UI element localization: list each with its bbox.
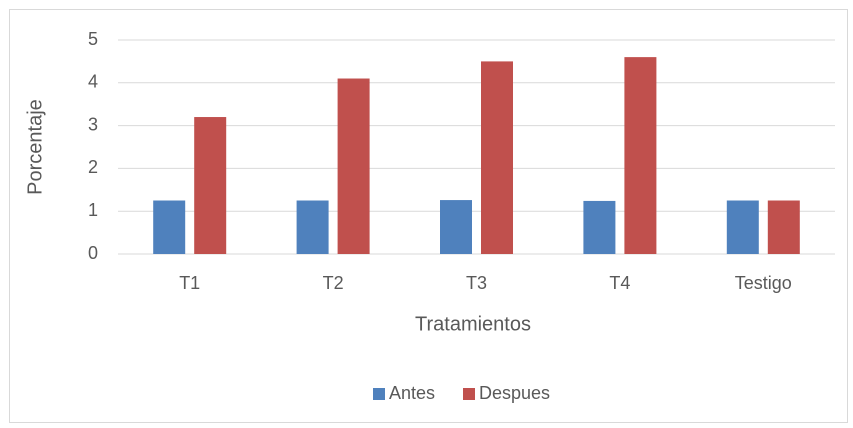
y-tick-label: 2 <box>88 157 98 177</box>
legend-swatch <box>463 388 475 400</box>
bar <box>767 200 800 254</box>
y-tick-label: 3 <box>88 114 98 134</box>
bar <box>583 200 616 254</box>
x-tick-label: T4 <box>609 273 630 293</box>
legend-label: Antes <box>389 383 435 403</box>
x-tick-label: Testigo <box>735 273 792 293</box>
legend-label: Despues <box>479 383 550 403</box>
x-tick-label: T1 <box>179 273 200 293</box>
x-axis-title: Tratamientos <box>415 313 531 335</box>
y-tick-label: 5 <box>88 29 98 49</box>
bar <box>440 200 472 254</box>
y-tick-label: 4 <box>88 72 98 92</box>
bar <box>296 200 329 254</box>
bar <box>624 57 657 255</box>
bar <box>153 200 186 254</box>
y-axis-title: Porcentaje <box>24 99 46 195</box>
bar <box>481 61 513 255</box>
bar <box>726 200 759 254</box>
legend-swatch <box>373 388 385 400</box>
chart-frame <box>9 9 848 423</box>
y-tick-label: 0 <box>88 243 98 263</box>
bar <box>194 117 227 254</box>
x-tick-label: T2 <box>323 273 344 293</box>
bar <box>337 78 370 255</box>
y-tick-label: 1 <box>88 200 98 220</box>
x-tick-label: T3 <box>466 273 487 293</box>
